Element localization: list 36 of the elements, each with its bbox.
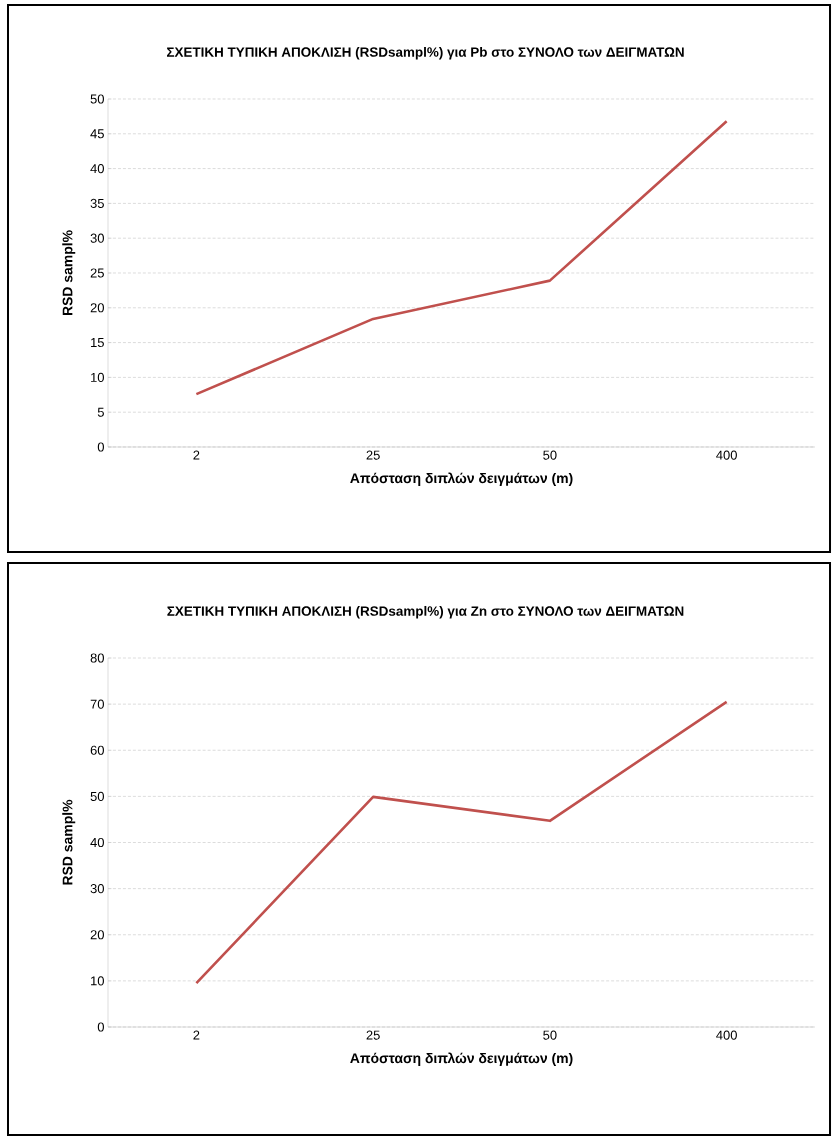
- y-tick-label: 0: [97, 442, 104, 452]
- y-tick-label: 50: [90, 791, 104, 801]
- y-tick-label: 15: [91, 338, 104, 348]
- chart-title: ΣΧΕΤΙΚΗ ΤΥΠΙΚΗ ΑΠΟΚΛΙΣΗ (RSDsampl%) για Pb στο ΣΥΝΟΛΟ των ΔΕΙΓΜΑΤΩΝ: [167, 46, 684, 60]
- x-tick-label: 400: [716, 450, 737, 460]
- y-tick-label: 40: [90, 837, 104, 848]
- y-tick-label: 25: [90, 268, 104, 278]
- y-tick-label: 5: [97, 407, 104, 417]
- y-tick-label: 50: [90, 94, 104, 104]
- x-tick-label: 2: [193, 450, 200, 460]
- y-axis-title: RSD sampl%: [62, 230, 76, 316]
- y-tick-label: 10: [91, 976, 104, 986]
- x-tick-label: 2: [193, 1030, 200, 1040]
- x-tick-label: 25: [366, 1030, 380, 1040]
- y-tick-label: 20: [90, 303, 104, 313]
- x-tick-label: 50: [543, 450, 557, 460]
- y-tick-label: 60: [90, 745, 104, 755]
- line-series: [195, 700, 728, 985]
- x-tick-label: 50: [543, 1030, 557, 1040]
- chart-title: ΣΧΕΤΙΚΗ ΤΥΠΙΚΗ ΑΠΟΚΛΙΣΗ (RSDsampl%) για Zn στο ΣΥΝΟΛΟ των ΔΕΙΓΜΑΤΩΝ: [167, 605, 684, 619]
- y-tick-label: 35: [90, 198, 104, 208]
- y-tick-label: 0: [97, 1022, 104, 1032]
- y-tick-label: 45: [90, 129, 104, 139]
- y-tick-label: 20: [90, 930, 104, 940]
- y-tick-label: 80: [90, 653, 104, 663]
- x-axis-title: Απόσταση διπλών δειγμάτων (m): [350, 472, 573, 486]
- y-tick-label: 30: [90, 884, 104, 894]
- x-tick-label: 25: [366, 450, 380, 460]
- y-tick-label: 40: [90, 164, 104, 174]
- x-tick-label: 400: [716, 1030, 737, 1040]
- y-tick-label: 10: [91, 372, 104, 382]
- y-tick-label: 70: [90, 699, 104, 709]
- y-tick-label: 30: [90, 233, 104, 243]
- line-series: [195, 119, 728, 396]
- y-axis-title: RSD sampl%: [62, 799, 76, 885]
- x-axis-title: Απόσταση διπλών δειγμάτων (m): [350, 1052, 573, 1066]
